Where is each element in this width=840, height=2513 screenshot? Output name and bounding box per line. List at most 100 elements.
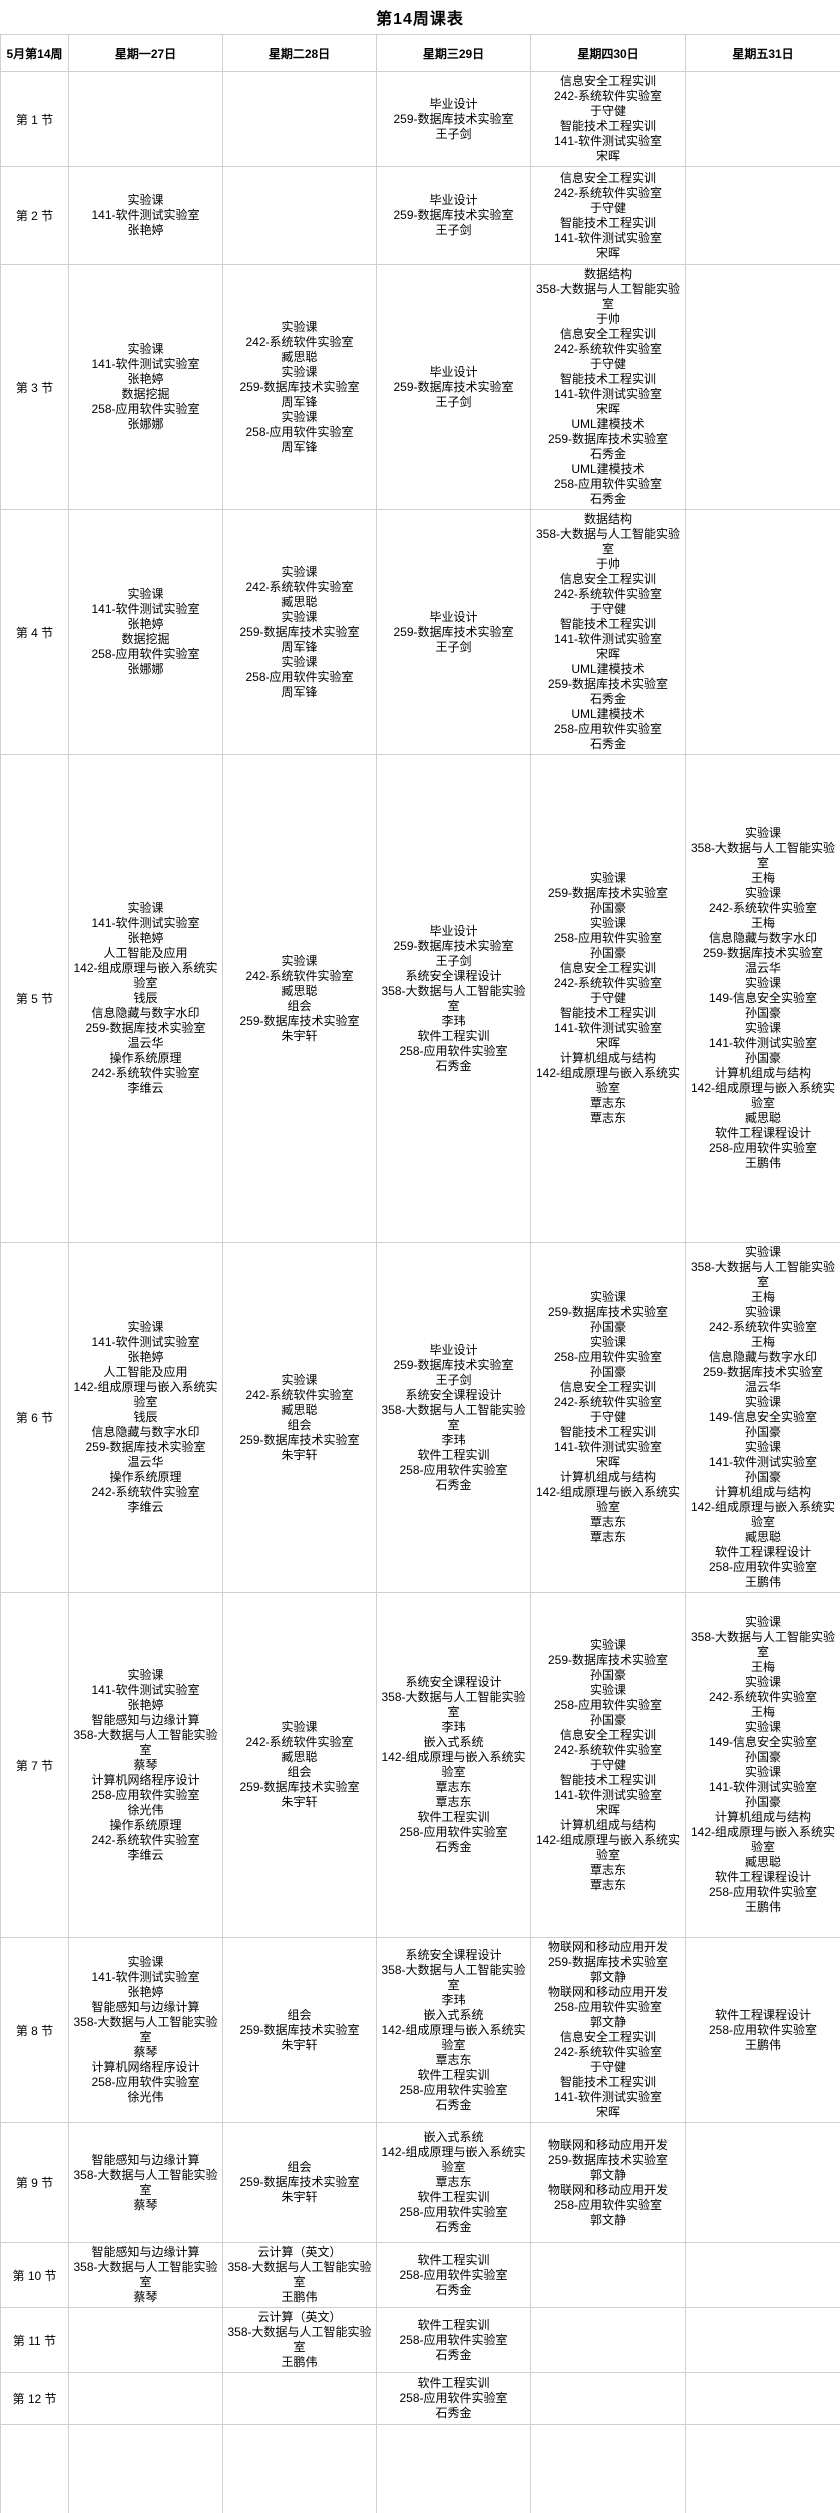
course-line: 数据挖掘 (70, 387, 221, 402)
course-line: 朱宇轩 (224, 2190, 375, 2205)
course-line: 141-软件测试实验室 (532, 632, 684, 647)
course-line: 软件工程实训 (378, 2318, 529, 2333)
course-line: 实验课 (687, 1395, 839, 1410)
course-line: 258-应用软件实验室 (532, 931, 684, 946)
course-line: 郭文静 (532, 1970, 684, 1985)
course-line: 石秀金 (532, 447, 684, 462)
course-line: 温云华 (687, 961, 839, 976)
course-line: 孙国豪 (532, 1713, 684, 1728)
course-line: 242-系统软件实验室 (224, 580, 375, 595)
course-line: 142-组成原理与嵌入系统实验室 (687, 1500, 839, 1530)
course-line: 嵌入式系统 (378, 2130, 529, 2145)
course-line: 358-大数据与人工智能实验室 (532, 282, 684, 312)
course-line: 实验课 (532, 1335, 684, 1350)
course-line: 孙国豪 (687, 1051, 839, 1066)
course-line: 258-应用软件实验室 (378, 1463, 529, 1478)
course-line: 实验课 (224, 365, 375, 380)
course-line: 142-组成原理与嵌入系统实验室 (70, 961, 221, 991)
course-line: 臧思聪 (687, 1855, 839, 1870)
course-line: 258-应用软件实验室 (687, 1885, 839, 1900)
course-line: 操作系统原理 (70, 1470, 221, 1485)
course-line: 259-数据库技术实验室 (224, 625, 375, 640)
course-line: 141-软件测试实验室 (532, 134, 684, 149)
course-line: 人工智能及应用 (70, 946, 221, 961)
course-line: 系统安全课程设计 (378, 1388, 529, 1403)
course-line: 259-数据库技术实验室 (687, 946, 839, 961)
course-line: 石秀金 (378, 1059, 529, 1074)
course-line: 李维云 (70, 1081, 221, 1096)
course-line: 王鹏伟 (224, 2355, 375, 2370)
course-line: 259-数据库技术实验室 (224, 2023, 375, 2038)
course-line: 实验课 (70, 901, 221, 916)
course-line: 毕业设计 (378, 924, 529, 939)
course-line: 258-应用软件实验室 (532, 722, 684, 737)
course-line: 258-应用软件实验室 (378, 2391, 529, 2406)
course-line: 智能技术工程实训 (532, 1006, 684, 1021)
course-line: 蔡琴 (70, 1758, 221, 1773)
course-line: 149-信息安全实验室 (687, 1735, 839, 1750)
course-line: 242-系统软件实验室 (687, 1320, 839, 1335)
course-line: 系统安全课程设计 (378, 969, 529, 984)
course-line: 李维云 (70, 1500, 221, 1515)
course-line: 258-应用软件实验室 (532, 2198, 684, 2213)
course-line: 258-应用软件实验室 (224, 425, 375, 440)
course-line: 覃志东 (532, 1863, 684, 1878)
course-line: 258-应用软件实验室 (378, 2083, 529, 2098)
course-line: 258-应用软件实验室 (378, 2205, 529, 2220)
course-line: 242-系统软件实验室 (532, 89, 684, 104)
course-line: 智能技术工程实训 (532, 1425, 684, 1440)
course-line: 258-应用软件实验室 (687, 2023, 839, 2038)
course-line: 实验课 (532, 1683, 684, 1698)
course-line: 覃志东 (532, 1878, 684, 1893)
course-line: 259-数据库技术实验室 (532, 1955, 684, 1970)
course-line: 242-系统软件实验室 (532, 587, 684, 602)
course-line: 258-应用软件实验室 (687, 1141, 839, 1156)
course-line: 258-应用软件实验室 (70, 2075, 221, 2090)
course-line: 王子剑 (378, 395, 529, 410)
course-line: 259-数据库技术实验室 (532, 1305, 684, 1320)
schedule-cell-r11-c4 (531, 2308, 686, 2373)
course-line: 宋晖 (532, 647, 684, 662)
course-line: 242-系统软件实验室 (70, 1485, 221, 1500)
course-line: 信息隐藏与数字水印 (687, 931, 839, 946)
course-line: 实验课 (224, 954, 375, 969)
course-line: 142-组成原理与嵌入系统实验室 (687, 1825, 839, 1855)
period-label-3: 第 3 节 (1, 265, 69, 510)
course-line: 242-系统软件实验室 (70, 1066, 221, 1081)
course-line: 实验课 (687, 1305, 839, 1320)
schedule-cell-r12-c2 (223, 2373, 377, 2425)
course-line: 毕业设计 (378, 365, 529, 380)
course-line: 智能技术工程实训 (532, 372, 684, 387)
course-line: 信息安全工程实训 (532, 327, 684, 342)
course-line: 实验课 (224, 410, 375, 425)
course-line: 信息安全工程实训 (532, 74, 684, 89)
schedule-cell-r10-c2: 云计算（英文）358-大数据与人工智能实验室王鹏伟 (223, 2243, 377, 2308)
course-line: 实验课 (687, 1615, 839, 1630)
course-line: 石秀金 (378, 1840, 529, 1855)
course-line: 组会 (224, 2008, 375, 2023)
course-line: 358-大数据与人工智能实验室 (224, 2260, 375, 2290)
course-line: 朱宇轩 (224, 1448, 375, 1463)
schedule-cell-r1-c2 (223, 72, 377, 167)
course-line: 实验课 (687, 1720, 839, 1735)
schedule-cell-r1-c1 (69, 72, 223, 167)
course-line: 覃志东 (532, 1530, 684, 1545)
course-line: 李维云 (70, 1848, 221, 1863)
course-line: 259-数据库技术实验室 (378, 939, 529, 954)
course-line: 258-应用软件实验室 (70, 1788, 221, 1803)
course-line: 物联网和移动应用开发 (532, 1985, 684, 2000)
course-line: 358-大数据与人工智能实验室 (687, 841, 839, 871)
